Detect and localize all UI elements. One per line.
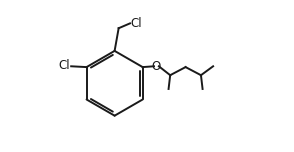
Text: Cl: Cl bbox=[131, 17, 142, 29]
Text: Cl: Cl bbox=[59, 59, 70, 73]
Text: O: O bbox=[152, 60, 161, 73]
